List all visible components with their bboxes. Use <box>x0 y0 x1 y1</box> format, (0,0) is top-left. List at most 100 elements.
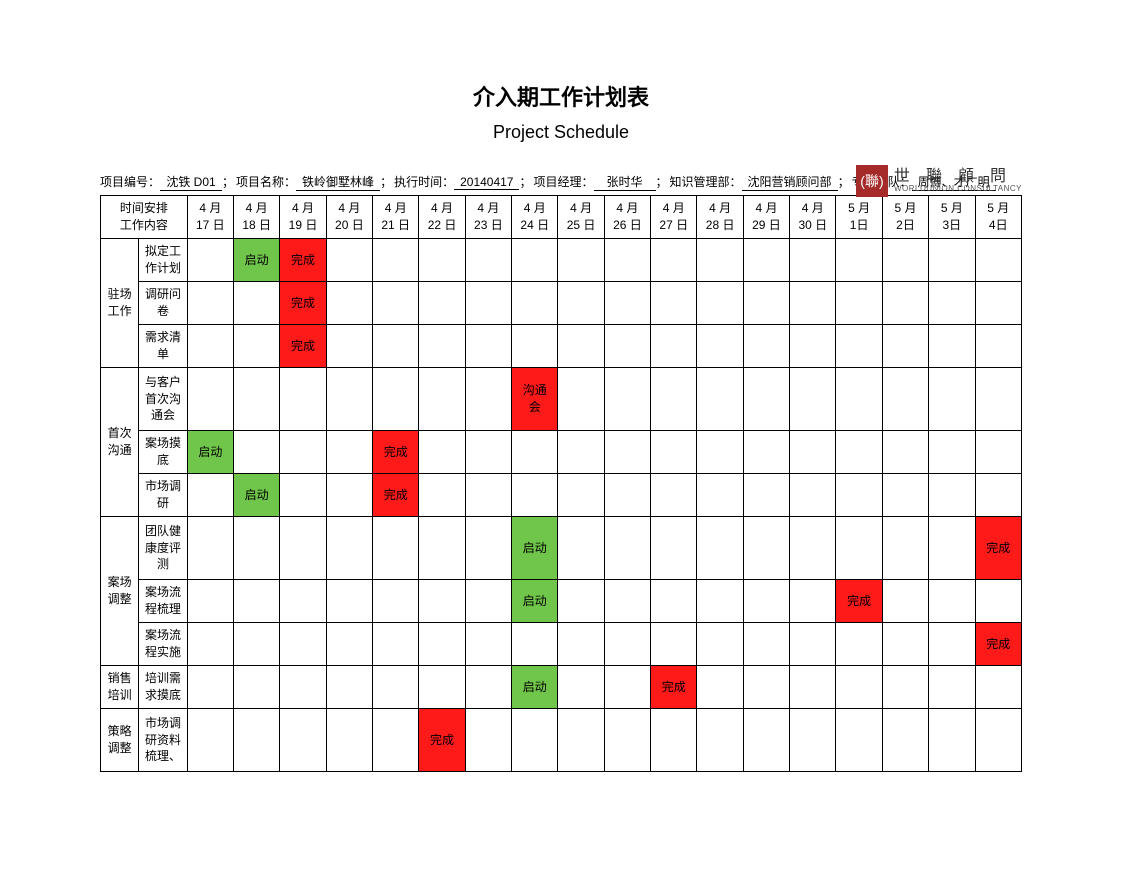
schedule-cell <box>234 431 280 474</box>
schedule-cell <box>929 239 975 282</box>
header-date: 5 月3日 <box>929 196 975 239</box>
header-date: 5 月2日 <box>882 196 928 239</box>
header-date: 4 月17 日 <box>187 196 233 239</box>
schedule-cell <box>419 431 465 474</box>
schedule-cell <box>326 474 372 517</box>
schedule-cell <box>465 709 511 772</box>
header-date: 4 月23 日 <box>465 196 511 239</box>
meta-item: 知识管理部：沈阳营销顾问部； <box>670 173 850 191</box>
schedule-cell <box>975 239 1022 282</box>
schedule-cell <box>419 282 465 325</box>
schedule-cell <box>187 709 233 772</box>
schedule-cell <box>604 368 650 431</box>
schedule-cell <box>280 368 326 431</box>
schedule-cell <box>836 517 882 580</box>
schedule-cell <box>651 368 697 431</box>
schedule-cell <box>975 580 1022 623</box>
schedule-cell <box>790 709 836 772</box>
schedule-cell <box>326 282 372 325</box>
task-label: 培训需求摸底 <box>139 666 187 709</box>
schedule-cell <box>743 666 789 709</box>
schedule-cell <box>836 325 882 368</box>
schedule-cell <box>929 666 975 709</box>
schedule-cell: 完成 <box>373 474 419 517</box>
schedule-cell <box>604 431 650 474</box>
schedule-cell <box>975 431 1022 474</box>
schedule-cell <box>512 239 558 282</box>
schedule-cell: 完成 <box>280 325 326 368</box>
schedule-cell <box>234 709 280 772</box>
schedule-cell <box>882 325 928 368</box>
schedule-cell <box>836 431 882 474</box>
schedule-cell <box>929 474 975 517</box>
schedule-cell <box>697 431 743 474</box>
schedule-cell <box>558 623 604 666</box>
schedule-cell <box>882 368 928 431</box>
header-date: 4 月20 日 <box>326 196 372 239</box>
schedule-cell <box>280 474 326 517</box>
schedule-cell <box>604 282 650 325</box>
schedule-cell <box>697 580 743 623</box>
schedule-cell <box>697 666 743 709</box>
schedule-cell <box>419 623 465 666</box>
schedule-cell <box>419 239 465 282</box>
schedule-cell <box>604 474 650 517</box>
task-label: 市场调研 <box>139 474 187 517</box>
meta-label: 项目名称： <box>236 173 296 190</box>
schedule-cell <box>929 517 975 580</box>
schedule-cell <box>743 474 789 517</box>
schedule-cell <box>604 580 650 623</box>
header-date: 4 月29 日 <box>743 196 789 239</box>
schedule-cell <box>187 474 233 517</box>
schedule-cell <box>373 666 419 709</box>
schedule-cell <box>882 431 928 474</box>
schedule-cell <box>882 580 928 623</box>
schedule-cell: 完成 <box>373 431 419 474</box>
meta-value: 沈阳营销顾问部 <box>742 173 838 191</box>
header-date: 4 月24 日 <box>512 196 558 239</box>
schedule-cell <box>465 431 511 474</box>
schedule-cell <box>558 239 604 282</box>
group-label: 销售培训 <box>101 666 139 709</box>
schedule-cell <box>234 368 280 431</box>
header-date: 4 月19 日 <box>280 196 326 239</box>
schedule-cell <box>326 368 372 431</box>
schedule-cell <box>743 368 789 431</box>
schedule-cell: 完成 <box>280 282 326 325</box>
schedule-cell <box>280 666 326 709</box>
schedule-table: 时间安排工作内容4 月17 日4 月18 日4 月19 日4 月20 日4 月2… <box>100 195 1022 772</box>
schedule-cell <box>326 623 372 666</box>
schedule-cell <box>882 623 928 666</box>
meta-item: 项目经理：张时华； <box>534 173 668 191</box>
header-date: 4 月22 日 <box>419 196 465 239</box>
schedule-cell <box>743 239 789 282</box>
schedule-cell <box>512 623 558 666</box>
schedule-cell <box>604 709 650 772</box>
task-label: 案场流程实施 <box>139 623 187 666</box>
task-label: 需求清单 <box>139 325 187 368</box>
schedule-cell <box>465 325 511 368</box>
schedule-cell <box>373 282 419 325</box>
schedule-cell <box>790 580 836 623</box>
schedule-cell <box>743 580 789 623</box>
logo-icon: (聯) <box>856 165 888 197</box>
meta-value: 张时华 <box>594 173 656 191</box>
schedule-cell: 沟通会 <box>512 368 558 431</box>
schedule-cell <box>465 666 511 709</box>
schedule-cell: 启动 <box>234 239 280 282</box>
group-label: 首次沟通 <box>101 368 139 517</box>
schedule-cell <box>512 325 558 368</box>
header-date: 5 月1日 <box>836 196 882 239</box>
schedule-cell <box>512 709 558 772</box>
schedule-cell: 完成 <box>975 517 1022 580</box>
schedule-cell <box>975 709 1022 772</box>
schedule-cell <box>373 325 419 368</box>
schedule-cell <box>697 282 743 325</box>
schedule-cell <box>975 368 1022 431</box>
schedule-cell <box>697 709 743 772</box>
meta-value: 20140417 <box>454 175 519 190</box>
task-label: 拟定工作计划 <box>139 239 187 282</box>
schedule-cell <box>558 666 604 709</box>
schedule-cell <box>234 517 280 580</box>
schedule-cell <box>558 325 604 368</box>
